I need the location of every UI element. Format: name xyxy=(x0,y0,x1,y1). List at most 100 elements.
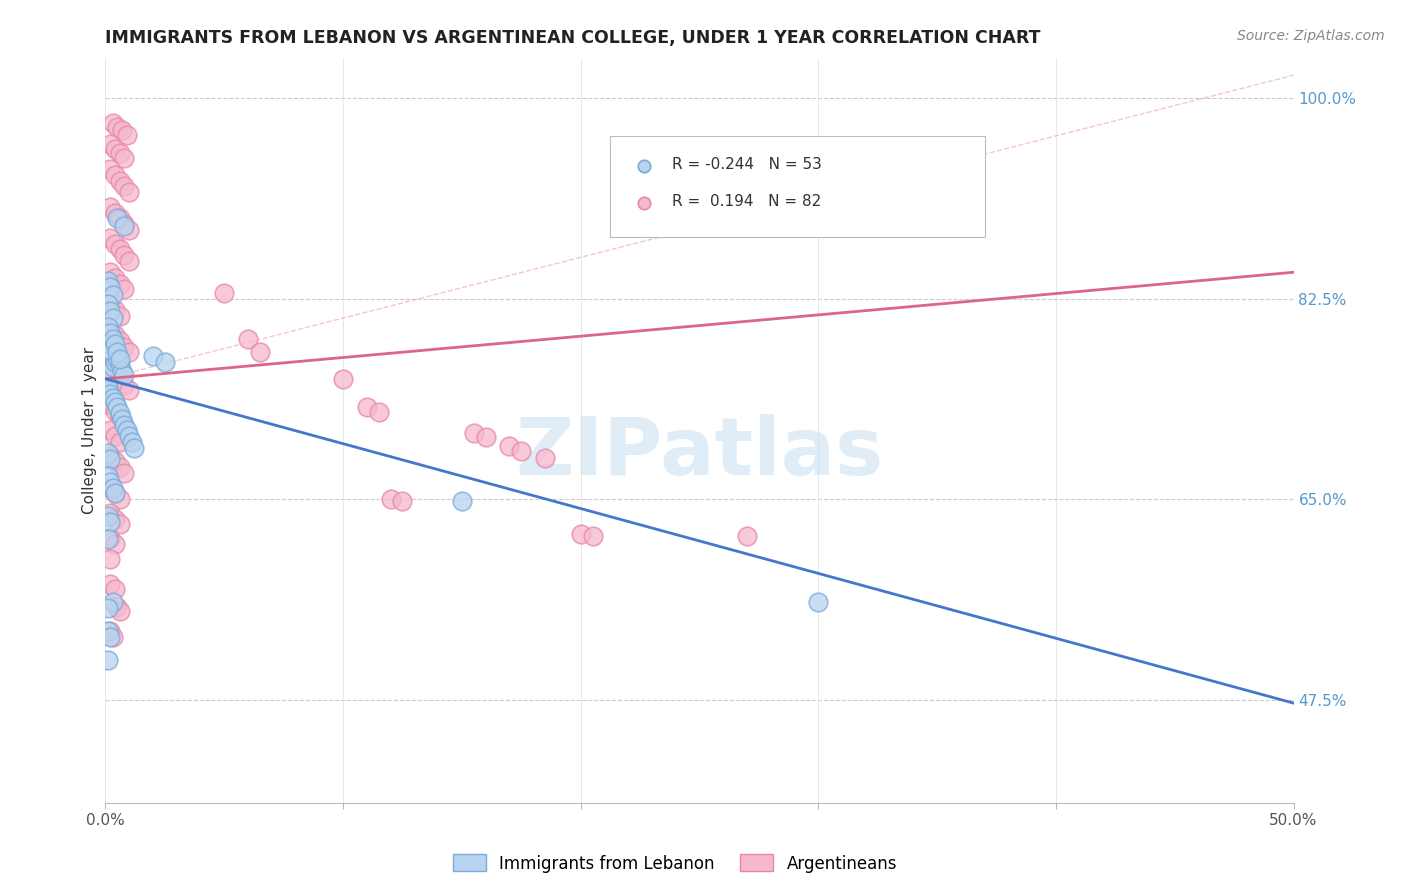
Point xyxy=(108,406,131,420)
Point xyxy=(98,424,121,438)
Point xyxy=(98,515,121,529)
Point xyxy=(367,405,389,419)
Point xyxy=(108,357,131,371)
Point xyxy=(97,624,120,638)
Point xyxy=(98,366,121,380)
Point xyxy=(380,492,402,507)
Point xyxy=(105,401,128,415)
Point xyxy=(104,394,127,409)
Point xyxy=(97,380,120,394)
Point xyxy=(97,372,120,386)
Point xyxy=(108,146,131,161)
Text: R = -0.244   N = 53: R = -0.244 N = 53 xyxy=(672,157,823,172)
Point xyxy=(108,460,131,475)
Point xyxy=(108,409,131,424)
Point xyxy=(105,345,128,359)
Point xyxy=(114,248,136,262)
Point xyxy=(98,322,121,336)
Point xyxy=(114,340,136,354)
Point xyxy=(111,412,134,426)
Point xyxy=(104,454,127,468)
Point xyxy=(98,452,121,467)
Point xyxy=(101,360,124,375)
Point xyxy=(391,494,413,508)
Point xyxy=(101,116,124,130)
Point xyxy=(108,434,131,449)
Point xyxy=(534,450,557,465)
Point xyxy=(108,517,131,532)
Point xyxy=(114,282,136,296)
Point xyxy=(450,494,472,508)
Point xyxy=(97,274,120,288)
Point xyxy=(98,475,121,489)
Point xyxy=(105,120,128,134)
Point xyxy=(98,551,121,566)
Point xyxy=(97,509,120,524)
Point xyxy=(510,444,533,458)
Point xyxy=(114,179,136,194)
Point xyxy=(108,352,131,367)
Point xyxy=(114,377,136,392)
Point xyxy=(581,529,603,543)
Point xyxy=(97,533,120,547)
Point xyxy=(104,404,127,418)
Point xyxy=(114,219,136,234)
Y-axis label: College, Under 1 year: College, Under 1 year xyxy=(82,347,97,514)
Point xyxy=(236,332,259,346)
Point xyxy=(104,168,127,182)
Point xyxy=(118,185,141,199)
Point xyxy=(104,486,127,500)
Point xyxy=(104,337,127,351)
Point xyxy=(121,434,143,449)
Point xyxy=(104,271,127,285)
Point xyxy=(1171,314,1194,328)
Point xyxy=(115,128,138,142)
Point xyxy=(98,449,121,463)
Text: IMMIGRANTS FROM LEBANON VS ARGENTINEAN COLLEGE, UNDER 1 YEAR CORRELATION CHART: IMMIGRANTS FROM LEBANON VS ARGENTINEAN C… xyxy=(105,29,1040,46)
Point xyxy=(104,236,127,251)
Point xyxy=(332,372,354,386)
Point xyxy=(569,526,592,541)
Point xyxy=(104,511,127,525)
Point xyxy=(101,595,124,609)
Point xyxy=(101,630,124,644)
Point xyxy=(249,345,271,359)
Point xyxy=(214,285,236,300)
Point xyxy=(97,446,120,460)
Point xyxy=(142,349,165,363)
Point xyxy=(118,223,141,237)
Point xyxy=(118,253,141,268)
Point xyxy=(98,360,121,375)
Text: Source: ZipAtlas.com: Source: ZipAtlas.com xyxy=(1237,29,1385,43)
Point xyxy=(97,320,120,334)
Point xyxy=(98,343,121,358)
Point xyxy=(98,531,121,545)
Point xyxy=(114,151,136,165)
Point xyxy=(111,123,134,137)
Point xyxy=(104,354,127,368)
Point xyxy=(98,231,121,245)
Point xyxy=(105,211,128,226)
Point xyxy=(108,277,131,291)
Point xyxy=(101,392,124,406)
Point xyxy=(104,328,127,343)
Legend: Immigrants from Lebanon, Argentineans: Immigrants from Lebanon, Argentineans xyxy=(446,847,904,880)
Point xyxy=(98,624,121,638)
Point xyxy=(98,162,121,177)
Point xyxy=(108,334,131,348)
Point xyxy=(108,211,131,226)
Point xyxy=(104,537,127,551)
Point xyxy=(118,429,141,443)
Point xyxy=(114,417,136,432)
Point xyxy=(122,441,145,455)
Point xyxy=(104,582,127,596)
Point xyxy=(104,486,127,500)
Point xyxy=(98,506,121,520)
Point xyxy=(114,217,136,231)
Point xyxy=(108,173,131,187)
Point xyxy=(98,265,121,279)
Point xyxy=(111,364,134,378)
Point xyxy=(114,466,136,480)
Point xyxy=(101,332,124,346)
Point xyxy=(98,630,121,644)
